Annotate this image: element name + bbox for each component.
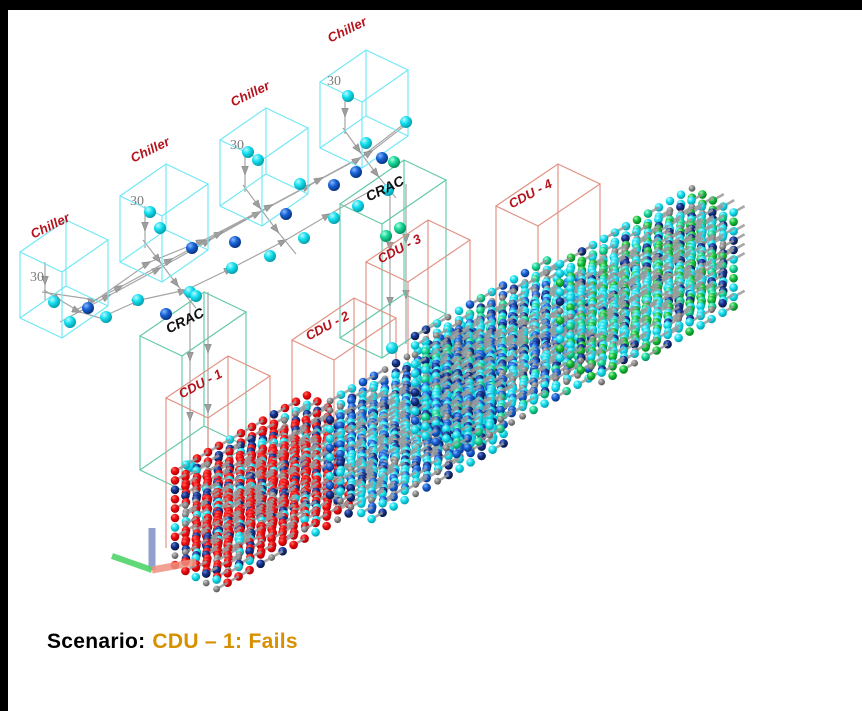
frame-left-border <box>0 0 8 711</box>
axis-triad-gizmo <box>111 528 197 574</box>
compute-rack-node-blocks <box>170 185 746 593</box>
scenario-caption: Scenario: CDU – 1: Fails <box>47 630 298 654</box>
frame-top-border <box>0 0 862 10</box>
rack-block-cdu-4 <box>555 185 746 386</box>
scenario-caption-value: CDU – 1: Fails <box>152 630 298 653</box>
scenario-caption-key: Scenario: <box>47 630 146 653</box>
